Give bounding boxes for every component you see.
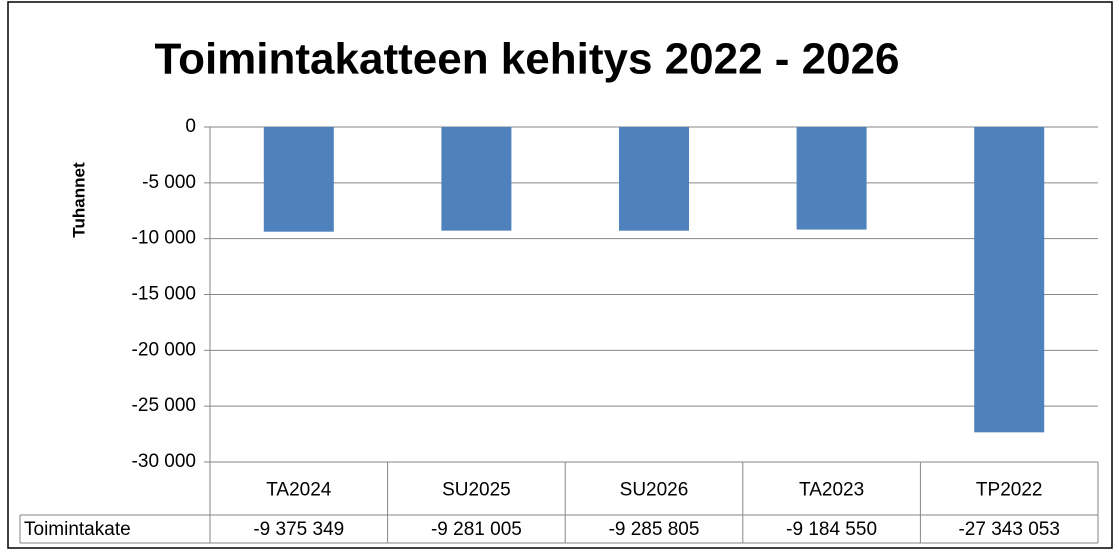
data-table-value: -9 375 349 xyxy=(253,519,344,540)
y-tick-label: -10 000 xyxy=(132,228,196,249)
x-tick-label: SU2026 xyxy=(620,480,689,501)
bar xyxy=(441,127,512,231)
bar xyxy=(263,127,334,232)
x-tick-label: SU2025 xyxy=(442,480,511,501)
x-tick-label: TP2022 xyxy=(976,480,1043,501)
bar xyxy=(796,127,867,230)
data-table-value: -9 285 805 xyxy=(609,519,700,540)
data-table-value: -27 343 053 xyxy=(958,519,1059,540)
y-tick-label: -5 000 xyxy=(142,172,196,193)
x-tick-label: TA2024 xyxy=(266,480,332,501)
data-table-value: -9 184 550 xyxy=(786,519,877,540)
data-table-value: -9 281 005 xyxy=(431,519,522,540)
chart-title: Toimintakatteen kehitys 2022 - 2026 xyxy=(154,35,899,84)
y-tick-label: 0 xyxy=(185,116,196,137)
legend-label: Toimintakate xyxy=(24,519,131,540)
x-tick-label: TA2023 xyxy=(799,480,864,501)
y-axis-label: Tuhannet xyxy=(69,162,88,238)
bar xyxy=(974,127,1045,433)
y-tick-label: -30 000 xyxy=(132,451,196,472)
y-tick-label: -20 000 xyxy=(132,339,196,360)
bar xyxy=(619,127,689,231)
y-tick-label: -25 000 xyxy=(132,395,196,416)
y-tick-label: -15 000 xyxy=(132,284,196,305)
chart-border xyxy=(7,1,1113,549)
